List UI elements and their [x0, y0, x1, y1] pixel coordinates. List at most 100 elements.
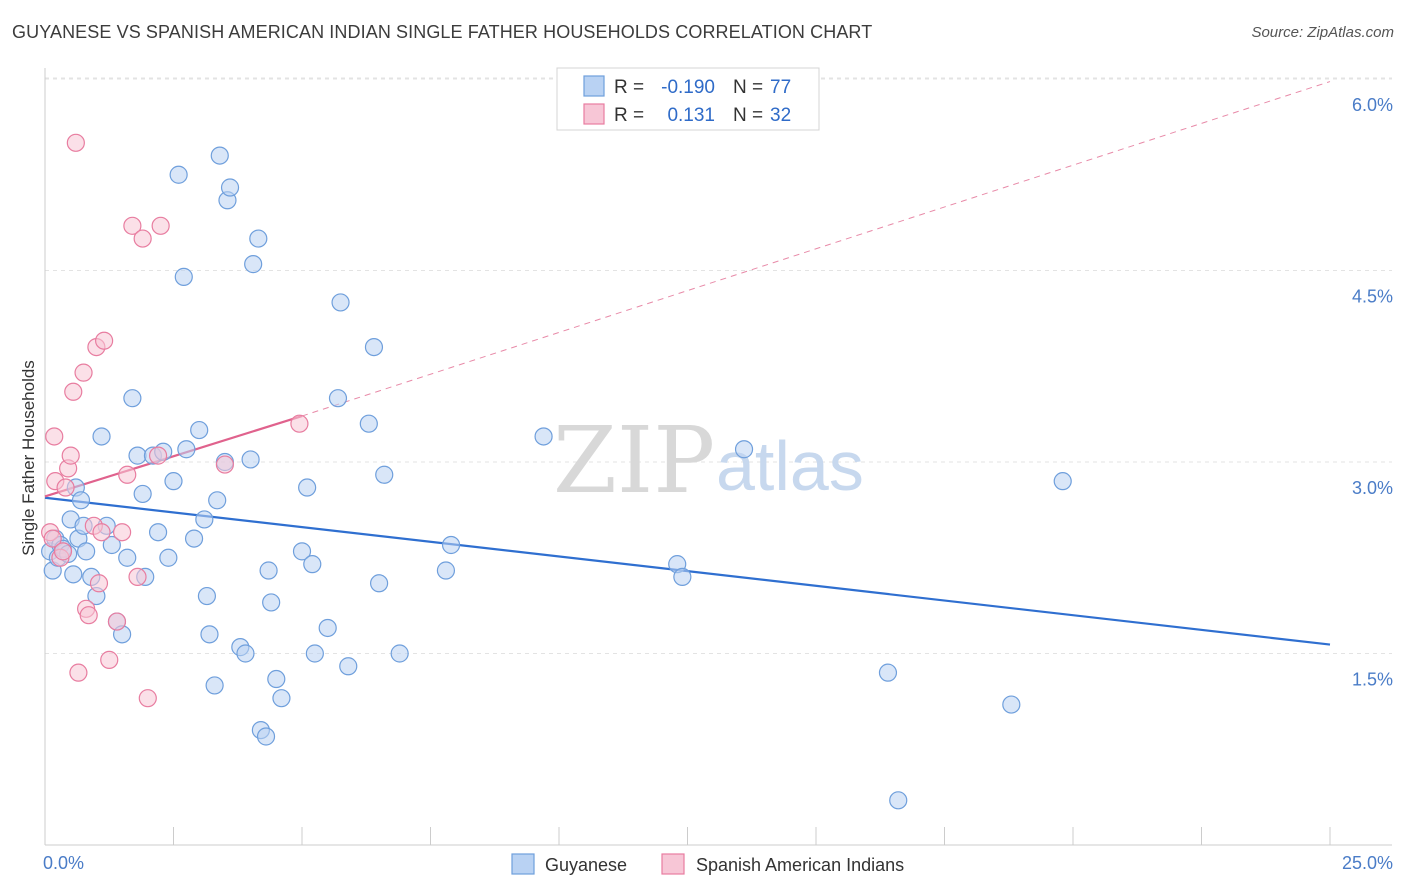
- guyanese-point: [128, 446, 147, 465]
- guyanese-point: [436, 561, 456, 580]
- source-label: Source: ZipAtlas.com: [1251, 24, 1394, 41]
- guyanese-point: [370, 574, 389, 593]
- spanish-american-indian-point: [69, 663, 88, 682]
- spanish-american-indian-trend-line: [44, 414, 303, 498]
- series-legend-label: Guyanese: [545, 855, 627, 875]
- y-tick-label: 4.5%: [1352, 287, 1393, 307]
- axes: [44, 68, 1392, 846]
- spanish-american-indian-point: [53, 542, 73, 561]
- guyanese-point: [267, 669, 286, 689]
- trend-lines: [44, 81, 1331, 646]
- guyanese-point: [164, 472, 183, 491]
- guyanese-point: [71, 491, 91, 510]
- guyanese-point: [272, 689, 291, 708]
- guyanese-point: [195, 510, 214, 529]
- y-tick-label: 6.0%: [1352, 95, 1393, 115]
- spanish-american-indian-point: [74, 363, 93, 382]
- series-legend-label: Spanish American Indians: [696, 855, 904, 875]
- guyanese-point: [177, 440, 196, 459]
- guyanese-point: [210, 146, 229, 165]
- guyanese-point: [200, 625, 219, 644]
- guyanese-point: [118, 548, 137, 567]
- guyanese-point: [1002, 695, 1021, 714]
- guyanese-point: [262, 593, 281, 612]
- guyanese-point: [390, 644, 409, 663]
- guyanese-point: [359, 414, 378, 433]
- spanish-american-indian-trend-extension: [301, 81, 1331, 417]
- spanish-american-indian-point: [290, 414, 309, 433]
- stats-legend-r-value: -0.190: [661, 77, 715, 98]
- guyanese-point: [259, 561, 278, 580]
- stats-legend-n-value: 77: [770, 77, 791, 98]
- guyanese-point: [102, 535, 121, 555]
- y-tick-labels: 1.5% 3.0% 4.5% 6.0%: [1352, 95, 1393, 690]
- guyanese-point: [197, 586, 217, 606]
- spanish-american-indian-point: [89, 574, 109, 593]
- spanish-american-indian-point: [112, 523, 132, 542]
- stats-legend-n-value: 32: [770, 105, 791, 126]
- spanish-american-indian-point: [64, 382, 83, 401]
- chart-title: GUYANESE VS SPANISH AMERICAN INDIAN SING…: [12, 22, 873, 42]
- guyanese-point: [208, 491, 227, 510]
- spanish-american-indian-point: [79, 606, 98, 625]
- spanish-american-indian-point: [92, 523, 111, 542]
- guyanese-point: [190, 420, 209, 440]
- guyanese-point: [92, 427, 111, 446]
- guyanese-point: [77, 542, 96, 561]
- stats-legend: R = -0.190 N = 77 R = 0.131 N = 32: [556, 67, 820, 131]
- guyanese-point: [889, 791, 908, 810]
- guyanese-point: [1053, 472, 1072, 491]
- stats-legend-r-label: R =: [614, 77, 644, 98]
- guyanese-point: [292, 542, 312, 561]
- guyanese-point: [249, 229, 268, 248]
- spanish-american-indian-point: [107, 612, 127, 631]
- guyanese-point: [184, 529, 204, 548]
- guyanese-point: [534, 427, 553, 446]
- spanish-american-indian-point: [123, 216, 142, 235]
- y-axis-label: Single Father Households: [19, 360, 38, 556]
- guyanese-point: [328, 389, 348, 408]
- series-legend: Guyanese Spanish American Indians: [511, 853, 904, 875]
- guyanese-point: [673, 567, 692, 587]
- guyanese-point: [364, 338, 384, 357]
- guyanese-point: [220, 178, 240, 197]
- x-tick-label: 0.0%: [43, 853, 84, 873]
- guyanese-point: [148, 523, 168, 542]
- guyanese-point: [441, 535, 461, 555]
- y-tick-label: 1.5%: [1352, 670, 1393, 690]
- spanish-american-indian-point: [95, 331, 114, 350]
- guyanese-point: [298, 478, 317, 497]
- stats-legend-n-label: N =: [733, 105, 763, 126]
- spanish-american-indian-point: [66, 133, 85, 152]
- stats-legend-r-value: 0.131: [667, 105, 715, 126]
- spanish-american-indian-point: [118, 465, 137, 484]
- grid-lines: [45, 77, 1392, 654]
- guyanese-point: [256, 727, 276, 746]
- spanish-american-indian-point: [151, 216, 170, 235]
- x-tick-labels: 0.0% 25.0%: [43, 853, 1393, 873]
- guyanese-point: [734, 440, 754, 459]
- guyanese-point: [174, 267, 193, 286]
- x-tick-label: 25.0%: [1342, 853, 1393, 873]
- spanish-american-indian-point: [100, 650, 119, 669]
- spanish-american-indian-point: [148, 446, 168, 465]
- data-points: [41, 133, 1072, 810]
- guyanese-point: [133, 484, 152, 504]
- guyanese-point: [169, 165, 188, 184]
- stats-legend-swatch: [583, 75, 605, 97]
- guyanese-point: [123, 389, 142, 408]
- guyanese-point: [331, 293, 350, 312]
- spanish-american-indian-point: [215, 455, 234, 474]
- guyanese-point: [236, 644, 255, 663]
- guyanese-point: [878, 663, 898, 682]
- guyanese-point: [159, 548, 178, 567]
- stats-legend-r-label: R =: [614, 105, 644, 126]
- spanish-american-indian-point: [43, 529, 62, 548]
- y-tick-label: 3.0%: [1352, 478, 1393, 498]
- guyanese-point: [64, 565, 83, 584]
- spanish-american-indian-point: [61, 446, 80, 465]
- series-legend-swatch: [661, 853, 685, 875]
- spanish-american-indian-point: [56, 478, 75, 497]
- watermark: ZIP atlas: [553, 407, 864, 514]
